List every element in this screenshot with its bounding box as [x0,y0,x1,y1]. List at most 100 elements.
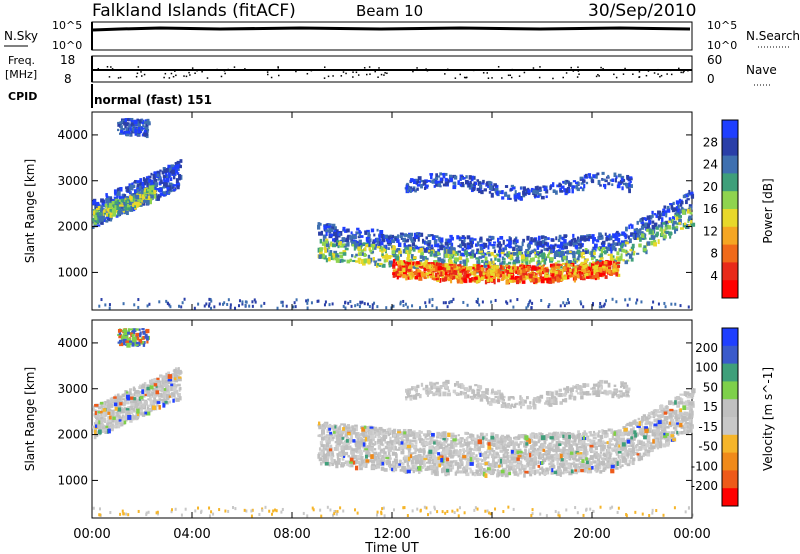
nave-dot [310,69,313,72]
power-echo-cell [294,305,297,309]
power-echo-cell [175,164,180,169]
velocity-echo-cell [143,389,147,393]
power-echo-cell [355,260,360,263]
power-echo-cell [428,300,431,304]
power-echo-cell [492,241,497,244]
power-echo-cell [560,244,563,248]
velocity-echo-cell [122,418,125,423]
power-echo-cell [636,234,641,239]
nave-dot [552,77,554,80]
velocity-echo-cell [151,378,156,382]
power-echo-cell [540,249,543,254]
power-echo-cell [630,232,634,236]
nave-dot [386,72,388,75]
velocity-echo-cell [575,458,580,462]
nave-dot [108,76,111,78]
nave-label: Nave [746,63,777,77]
power-echo-cell [682,223,687,228]
power-echo-cell [319,238,323,244]
power-echo-cell [420,232,424,237]
velocity-echo-cell [159,398,164,401]
power-echo-cell [397,260,401,266]
nave-dot [624,67,626,70]
velocity-echo-cell [131,333,135,337]
power-echo-cell [446,249,449,253]
power-echo-cell [137,197,140,202]
power-echo-cell [371,303,374,307]
power-echo-cell [443,267,447,272]
power-echo-cell [527,189,531,194]
velocity-echo-cell [155,390,160,395]
nave-dot [374,70,376,73]
velocity-echo-cell [100,423,104,428]
power-echo-cell [381,249,384,254]
power-echo-cell [582,277,586,281]
power-echo-cell [93,209,96,212]
power-echo-cell [292,305,295,309]
power-echo-cell [367,232,371,237]
power-echo-cell [165,177,170,183]
power-echo-cell [143,191,146,196]
power-echo-cell [689,212,693,215]
power-echo-cell [392,274,396,278]
power-echo-cell [539,269,542,274]
power-echo-cell [571,275,576,278]
velocity-echo-cell [166,386,170,390]
power-echo-cell [366,240,370,244]
power-echo-cell [95,207,100,211]
velocity-echo-cell [107,408,112,414]
power-echo-cell [167,185,172,188]
power-echo-cell [480,243,485,246]
velocity-echo-cell [550,456,553,461]
velocity-echo-cell [146,384,151,389]
velocity-echo-cell [666,436,671,441]
power-echo-cell [169,177,173,182]
power-echo-cell [594,273,599,278]
velocity-echo-cell [145,328,150,334]
nave-dot [466,76,468,79]
velocity-echo-cell [506,444,511,448]
power-echo-cell [365,237,369,242]
power-echo-cell [468,187,472,190]
velocity-echo-cell [98,419,103,424]
power-echo-cell [437,248,441,253]
power-echo-cell [353,235,357,240]
nave-dot [539,66,541,68]
power-echo-cell [123,210,128,215]
power-echo-cell [433,239,437,245]
power-echo-cell [439,278,442,283]
power-echo-cell [281,304,284,308]
velocity-echo-cell [102,414,106,417]
power-echo-cell [355,240,358,245]
power-echo-cell [561,236,565,241]
power-echo-cell [459,178,462,181]
power-echo-cell [129,186,134,191]
power-echo-cell [392,265,396,269]
velocity-echo-cell [577,441,581,446]
power-echo-cell [428,298,431,302]
power-echo-cell [368,246,372,251]
power-echo-cell [105,219,109,223]
velocity-echo-cell [567,431,571,435]
power-echo-cell [130,193,134,197]
power-echo-cell [344,300,347,304]
power-echo-cell [347,301,350,305]
power-echo-cell [611,271,615,274]
power-echo-cell [462,259,467,264]
power-echo-cell [392,259,396,264]
power-echo-cell [346,235,350,239]
power-echo-cell [592,302,595,306]
power-echo-cell [621,177,624,182]
power-echo-cell [92,217,95,222]
power-echo-cell [367,254,371,260]
power-echo-cell [538,251,542,254]
nave-dot [140,71,142,73]
velocity-echo-cell [144,393,147,396]
power-echo-cell [509,252,513,255]
power-echo-cell [476,187,481,192]
velocity-echo-cell [366,437,370,441]
power-echo-cell [654,213,657,216]
velocity-echo-cell [153,399,157,404]
nave-dot [136,72,139,75]
